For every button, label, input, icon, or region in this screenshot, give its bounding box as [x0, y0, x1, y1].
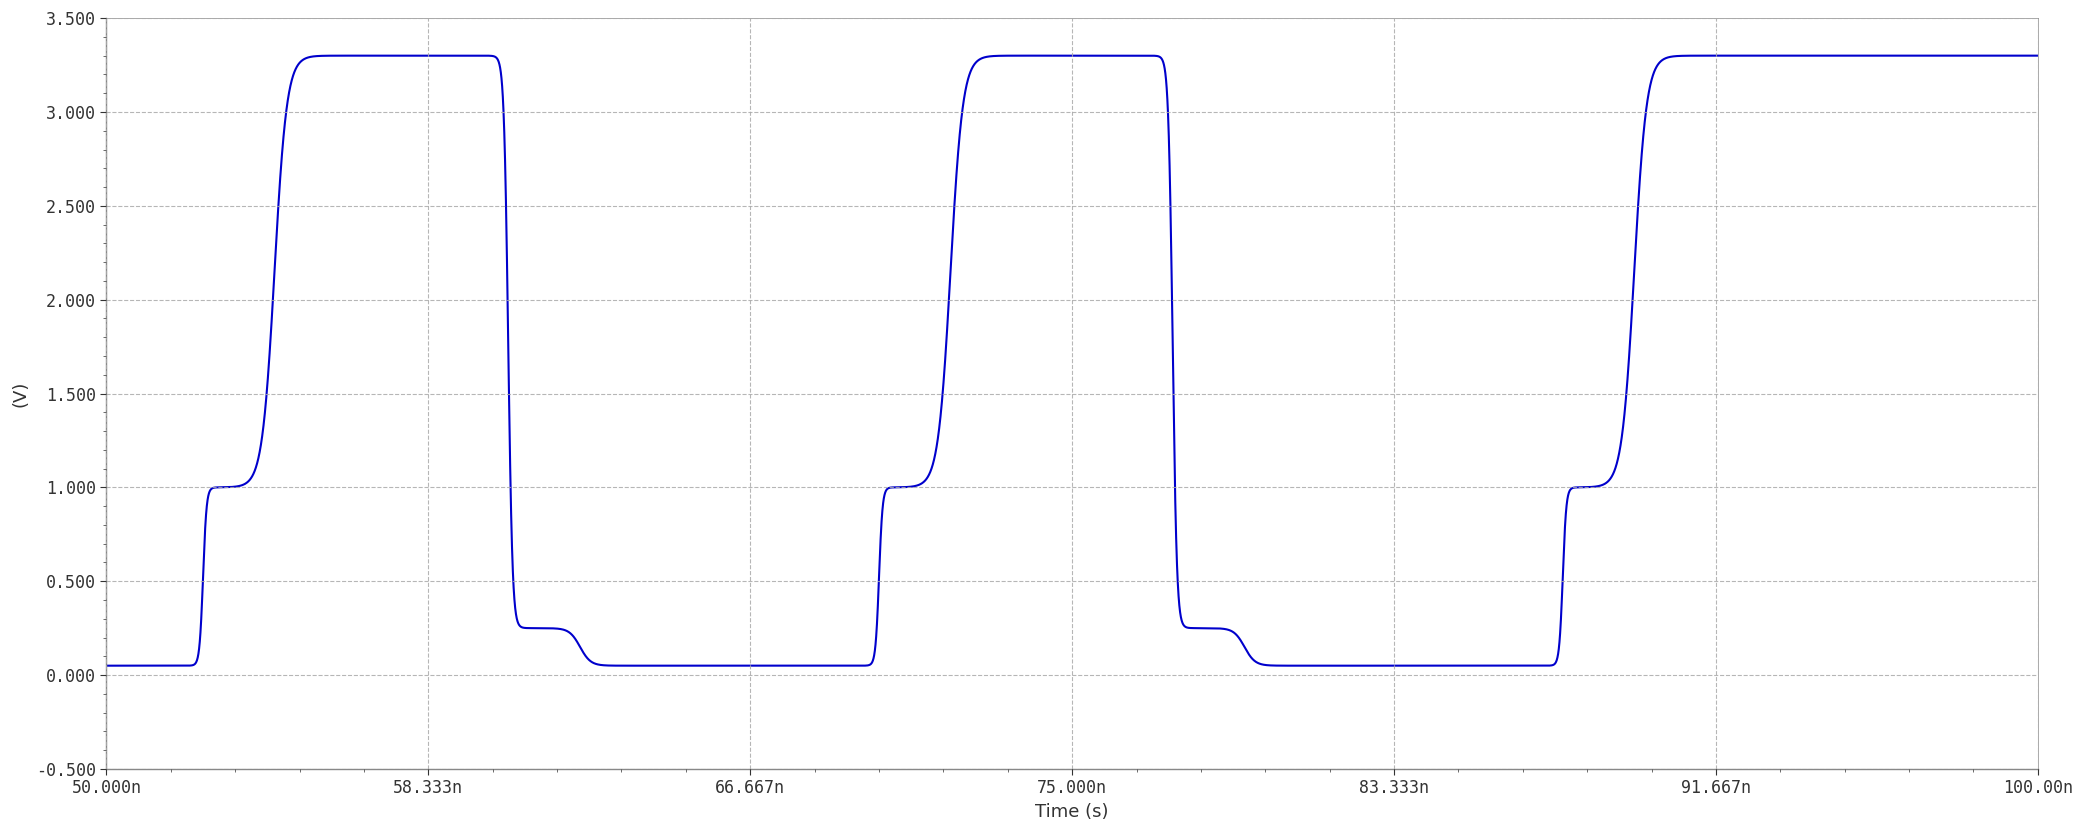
X-axis label: Time (s): Time (s) [1036, 803, 1109, 821]
Y-axis label: (V): (V) [10, 380, 29, 407]
